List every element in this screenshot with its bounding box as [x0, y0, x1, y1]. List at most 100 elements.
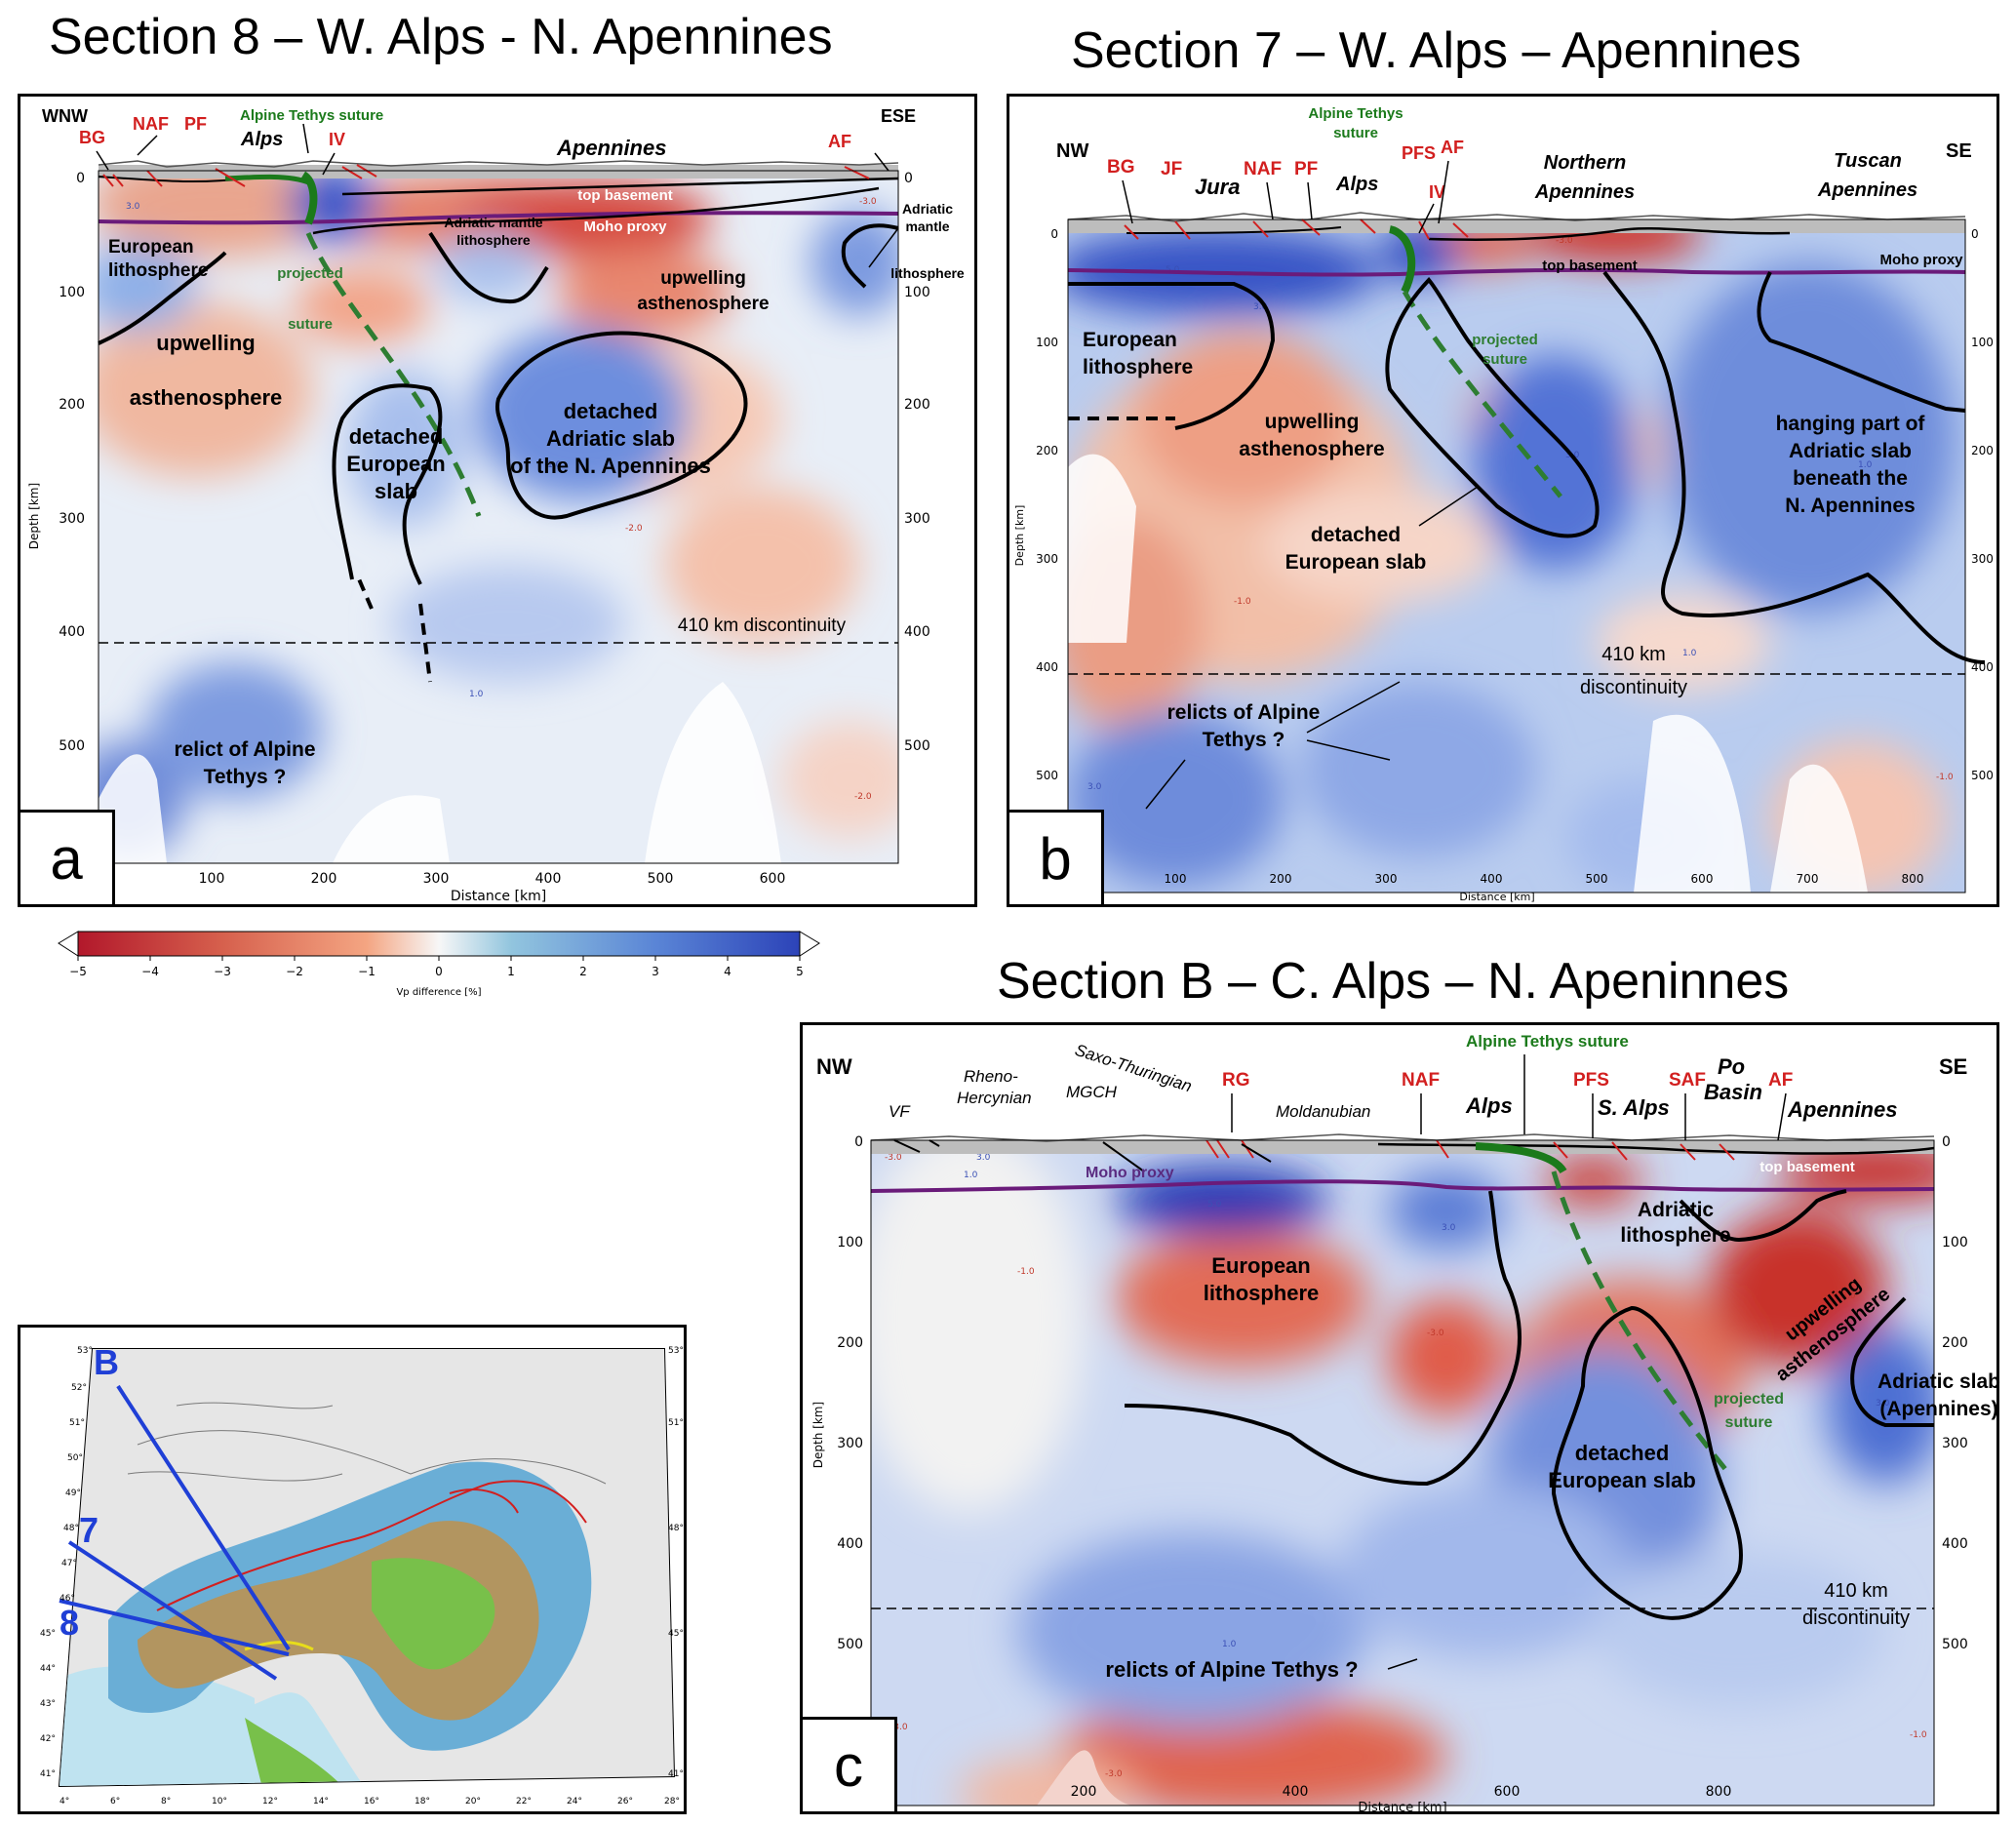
svg-text:500: 500	[1971, 769, 1994, 782]
svg-text:Adriatic: Adriatic	[902, 201, 953, 217]
svg-text:10°: 10°	[212, 1797, 227, 1806]
svg-text:3.0: 3.0	[976, 1153, 991, 1163]
svg-text:RG: RG	[1222, 1070, 1250, 1091]
svg-text:relict of Alpine: relict of Alpine	[174, 738, 315, 761]
svg-text:200: 200	[904, 397, 930, 413]
svg-text:upwelling: upwelling	[156, 331, 255, 355]
svg-text:0: 0	[76, 171, 85, 186]
svg-text:16°: 16°	[364, 1797, 379, 1806]
panel-b: 5.0 3.0 3.0 1.0 3.0 1.0 -3.0 -1.0 -1.0	[1007, 94, 1999, 907]
svg-text:European: European	[108, 237, 194, 258]
svg-text:410 km: 410 km	[1824, 1580, 1888, 1602]
svg-text:PFS: PFS	[1573, 1070, 1609, 1091]
svg-text:top basement: top basement	[577, 187, 673, 204]
svg-text:suture: suture	[288, 316, 333, 333]
projected-suture-line	[1551, 1171, 1731, 1476]
svg-text:discontinuity: discontinuity	[1580, 677, 1687, 698]
svg-text:NW: NW	[816, 1054, 852, 1079]
european-lithosphere-outline	[1124, 1190, 1522, 1487]
svg-text:600: 600	[760, 871, 786, 887]
svg-text:1.0: 1.0	[1222, 1640, 1237, 1649]
svg-text:42°: 42°	[40, 1734, 56, 1744]
svg-text:Alpine Tethys: Alpine Tethys	[1308, 105, 1403, 122]
svg-text:1.0: 1.0	[1858, 460, 1873, 470]
svg-text:Alps: Alps	[1465, 1093, 1513, 1118]
svg-text:-3.0: -3.0	[859, 197, 877, 207]
svg-text:−5: −5	[69, 965, 87, 978]
svg-text:3: 3	[652, 965, 659, 978]
svg-text:600: 600	[1691, 872, 1714, 886]
svg-text:-2.0: -2.0	[625, 524, 643, 534]
svg-text:400: 400	[1481, 872, 1503, 886]
top-basement-line	[1428, 226, 1791, 241]
svg-text:European slab: European slab	[1285, 551, 1427, 574]
svg-text:20°: 20°	[465, 1797, 481, 1806]
svg-text:50°: 50°	[67, 1453, 83, 1463]
svg-text:8°: 8°	[161, 1797, 171, 1806]
svg-text:Adriatic: Adriatic	[1638, 1199, 1715, 1221]
svg-text:0: 0	[904, 171, 913, 186]
svg-text:N. Apennines: N. Apennines	[1785, 495, 1915, 517]
section-8-plot: 3.0 1.0 1.0 -3.0 -2.0 -2.0 0 100	[27, 106, 965, 904]
top-basement-line	[341, 177, 899, 196]
svg-text:projected: projected	[277, 265, 343, 282]
svg-text:400: 400	[1942, 1536, 1968, 1552]
svg-text:3.0: 3.0	[126, 202, 140, 212]
svg-text:−4: −4	[141, 965, 159, 978]
tomography-field	[871, 1140, 1934, 1806]
svg-text:41°: 41°	[668, 1769, 684, 1779]
detached-european-slab-outline	[1385, 276, 1600, 538]
svg-text:1.0: 1.0	[547, 460, 562, 470]
svg-text:400: 400	[837, 1536, 863, 1552]
svg-text:Vp difference [%]: Vp difference [%]	[396, 987, 481, 998]
svg-text:Distance [km]: Distance [km]	[451, 889, 546, 904]
projected-suture-line	[305, 231, 482, 517]
svg-text:Adriatic slab: Adriatic slab	[1789, 440, 1912, 462]
svg-text:26°: 26°	[617, 1797, 633, 1806]
svg-text:300: 300	[423, 871, 450, 887]
svg-text:4: 4	[724, 965, 731, 978]
svg-text:MGCH: MGCH	[1066, 1083, 1118, 1101]
svg-text:300: 300	[1942, 1436, 1968, 1451]
svg-text:Apennines: Apennines	[1534, 181, 1635, 203]
svg-text:500: 500	[1586, 872, 1608, 886]
svg-text:200: 200	[59, 397, 85, 413]
svg-text:500: 500	[1942, 1637, 1968, 1652]
svg-text:European slab: European slab	[1548, 1468, 1696, 1492]
svg-text:Distance [km]: Distance [km]	[1358, 1801, 1446, 1815]
svg-text:top basement: top basement	[1759, 1159, 1855, 1175]
svg-text:45°: 45°	[668, 1629, 684, 1639]
svg-text:detached: detached	[564, 399, 658, 423]
svg-text:3.0: 3.0	[1087, 782, 1102, 792]
map-svg: B 7 8 53° 52° 51° 50° 49° 48° 47° 46° 45…	[40, 1342, 684, 1806]
svg-text:12°: 12°	[262, 1797, 278, 1806]
svg-text:European: European	[1083, 329, 1177, 351]
svg-text:53°: 53°	[77, 1346, 93, 1356]
svg-text:Tuscan: Tuscan	[1834, 150, 1902, 172]
svg-text:-1.0: -1.0	[1234, 597, 1251, 607]
european-lithosphere-outline	[1068, 282, 1276, 430]
svg-text:8: 8	[59, 1603, 79, 1643]
panel-label-c: c	[800, 1717, 897, 1814]
svg-text:ESE: ESE	[881, 106, 916, 126]
top-basement-line	[1377, 1142, 1935, 1155]
svg-text:0: 0	[1971, 227, 1979, 241]
panel-label-a: a	[18, 810, 115, 907]
svg-text:4°: 4°	[59, 1797, 69, 1806]
svg-text:lithosphere: lithosphere	[108, 260, 208, 281]
svg-text:51°: 51°	[69, 1418, 85, 1428]
svg-text:detached: detached	[349, 424, 444, 449]
svg-text:-3.0: -3.0	[1427, 1329, 1444, 1338]
svg-text:Moldanubian: Moldanubian	[1276, 1102, 1370, 1121]
svg-text:projected: projected	[1472, 332, 1538, 348]
svg-text:52°: 52°	[71, 1383, 87, 1393]
svg-text:3.0: 3.0	[1253, 302, 1268, 312]
svg-text:Tethys ?: Tethys ?	[1203, 729, 1285, 751]
svg-text:suture: suture	[1333, 125, 1378, 141]
svg-text:300: 300	[1971, 552, 1994, 566]
section-8-line	[59, 1599, 290, 1656]
svg-text:800: 800	[1902, 872, 1924, 886]
svg-text:400: 400	[535, 871, 562, 887]
svg-text:0: 0	[435, 965, 443, 978]
svg-text:400: 400	[1283, 1784, 1309, 1800]
